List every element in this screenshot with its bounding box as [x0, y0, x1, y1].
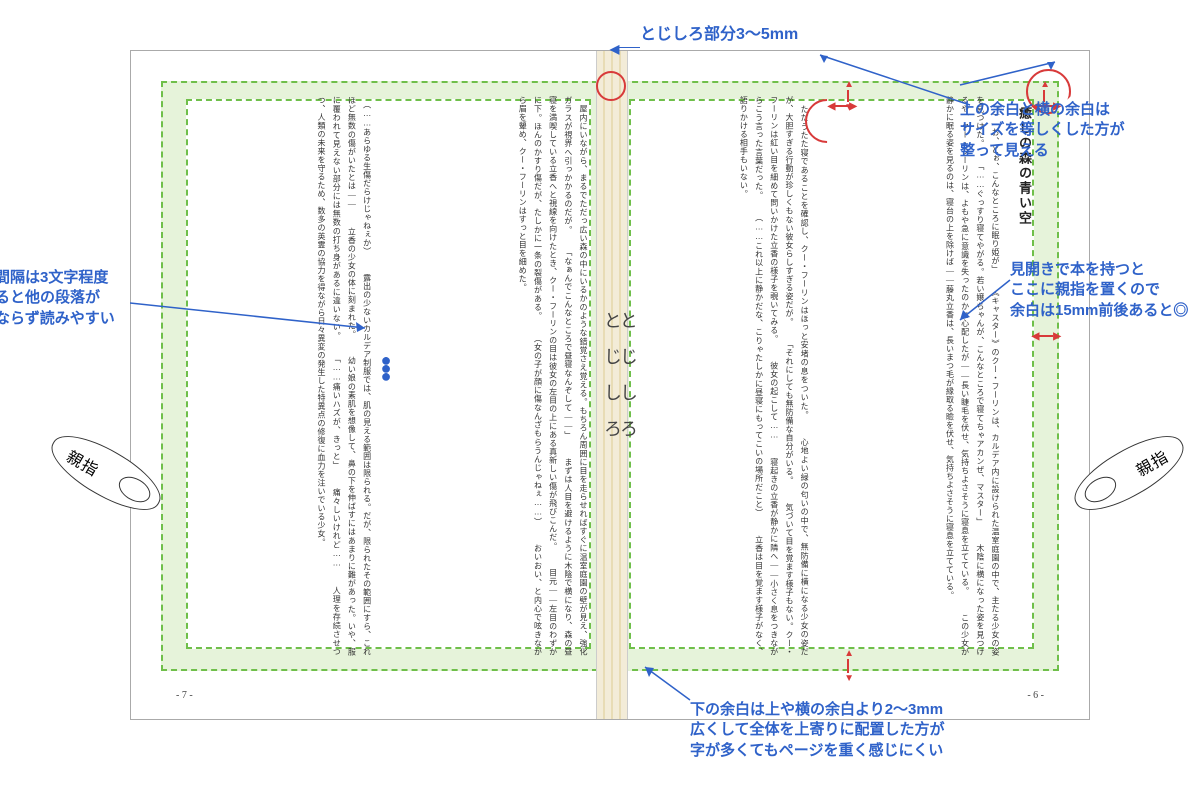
arrow-head-icon: ◀: [610, 42, 619, 56]
page-left: 屋内にいながら、まるでただっ広い森の中にいるかのような錯覚さえ覚える。もちろん周…: [131, 51, 611, 719]
annot-left-gap: 段の間隔は3文字程度 空けると他の段落が 気にならず読みやすい: [0, 268, 115, 329]
book-spread: とじしろ とじしろ 癒しの森の青い空 「――お、とぉ、こんなところに眠り姫が」 …: [130, 50, 1090, 720]
margin-arrow-icon: ▲▼: [844, 648, 854, 684]
leader-line-icon: [955, 270, 1015, 330]
leader-line-icon: [640, 665, 700, 705]
annot-text: 上の余白と横の余白は サイズを等しくした方が 整って見える: [960, 100, 1125, 161]
column-gap: [812, 96, 839, 656]
gap-dots-icon: ●●●: [381, 356, 390, 380]
thumb-label: 親指: [1131, 443, 1172, 481]
annot-right-thumb: 見開きで本を持つと ここに親指を置くので 余白は15mm前後あると◎: [1010, 260, 1188, 321]
thumb-label: 親指: [63, 443, 104, 481]
thumb-nail: [114, 471, 154, 507]
margin-arrow-icon: ◀▶: [1032, 331, 1061, 342]
callout-circle-icon: [596, 71, 626, 101]
page-number: - 6 -: [1027, 690, 1044, 701]
annot-text: 見開きで本を持つと ここに親指を置くので 余白は15mm前後あると◎: [1010, 260, 1188, 321]
text-column: 屋内にいながら、まるでただっ広い森の中にいるかのような錯覚さえ覚える。もちろん周…: [402, 96, 591, 656]
annot-text: 下の余白は上や横の余白より2〜3mm 広くして全体を上寄りに配置した方が 字が多…: [690, 700, 945, 761]
page-number: - 7 -: [176, 690, 193, 701]
annot-top-right: 上の余白と横の余白は サイズを等しくした方が 整って見える: [960, 100, 1125, 161]
annot-text: 段の間隔は3文字程度 空けると他の段落が 気にならず読みやすい: [0, 268, 115, 329]
annot-text: とじしろ部分3〜5mm: [640, 26, 798, 43]
column-gap: ●●●: [375, 96, 403, 656]
text-column: （……あらゆる生傷だらけじゃねぇか） 露出の少ないカルデア制服では、肌の見える範…: [186, 96, 375, 656]
text-column: ただうたた寝であることを確認し、クー・フーリンはほっと安堵の息をついた。 心地よ…: [629, 96, 812, 656]
thumb-nail: [1080, 471, 1120, 507]
leader-line-icon: [950, 60, 1070, 90]
leader-line-icon: [130, 298, 380, 358]
annot-bottom: 下の余白は上や横の余白より2〜3mm 広くして全体を上寄りに配置した方が 字が多…: [690, 700, 945, 761]
text-column: 「――お、とぉ、こんなところに眠り姫が」 《キャスター》のクー・フーリンは、カル…: [839, 96, 1003, 656]
annot-top-gutter: ◀ とじしろ部分3〜5mm: [640, 20, 798, 44]
story-title: 癒しの森の青い空: [1015, 106, 1034, 656]
